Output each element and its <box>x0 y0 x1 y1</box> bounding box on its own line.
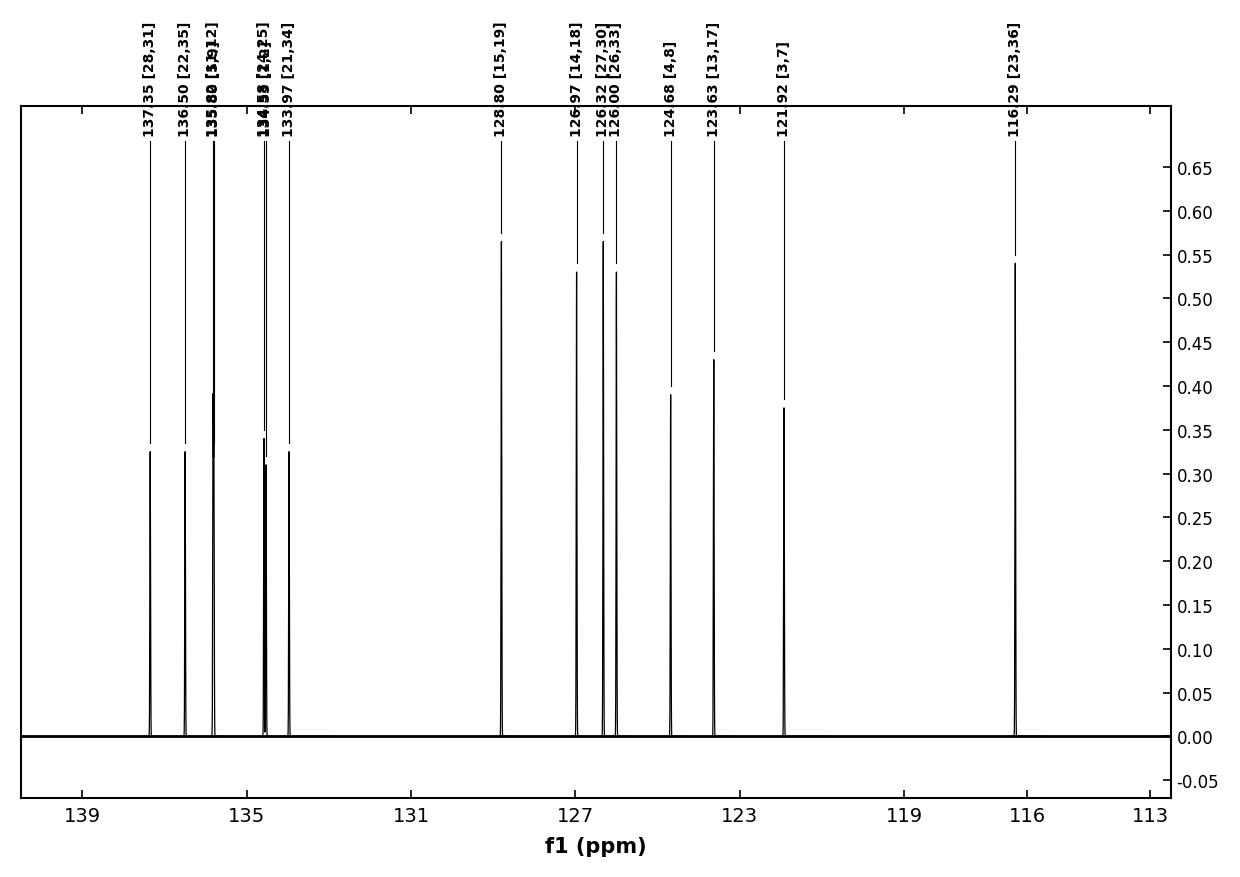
Text: 126.00 [26,33]: 126.00 [26,33] <box>609 22 624 137</box>
Text: 134.53 [1,2]: 134.53 [1,2] <box>259 41 273 137</box>
Text: 121.92 [3,7]: 121.92 [3,7] <box>777 41 791 137</box>
Text: 128.80 [15,19]: 128.80 [15,19] <box>495 22 508 137</box>
Text: 133.97 [21,34]: 133.97 [21,34] <box>281 22 296 137</box>
Text: 134.58 [24,25]: 134.58 [24,25] <box>257 22 272 137</box>
Text: 137.35 [28,31]: 137.35 [28,31] <box>144 22 157 137</box>
Text: 123.63 [13,17]: 123.63 [13,17] <box>707 22 720 137</box>
Text: 135.82 [11,12]: 135.82 [11,12] <box>206 22 219 137</box>
Text: 136.50 [22,35]: 136.50 [22,35] <box>179 22 192 137</box>
Text: 124.68 [4,8]: 124.68 [4,8] <box>663 41 678 137</box>
Text: 116.29 [23,36]: 116.29 [23,36] <box>1008 22 1022 137</box>
Text: 126.97 [14,18]: 126.97 [14,18] <box>569 22 584 137</box>
X-axis label: f1 (ppm): f1 (ppm) <box>546 836 647 856</box>
Text: 135.80 [5,9]: 135.80 [5,9] <box>207 41 221 137</box>
Text: 126.32 [27,30]: 126.32 [27,30] <box>596 22 610 137</box>
